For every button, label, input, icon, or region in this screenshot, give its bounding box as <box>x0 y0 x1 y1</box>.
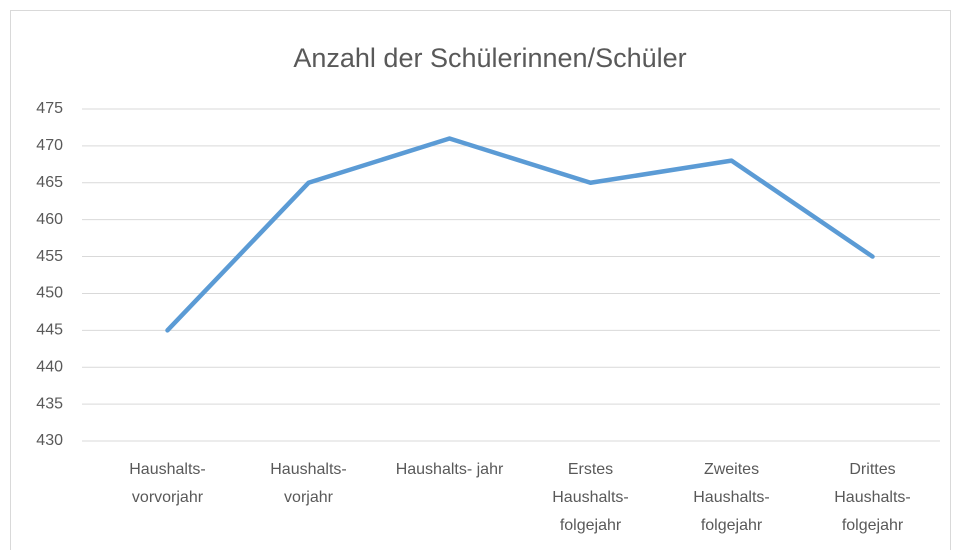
x-tick-label: Erstes Haushalts-folgejahr <box>552 461 628 534</box>
y-tick-label: 435 <box>36 395 63 412</box>
y-tick-label: 450 <box>36 285 63 302</box>
chart-frame <box>10 10 951 555</box>
y-tick-label: 455 <box>36 248 63 265</box>
y-tick-label: 475 <box>36 100 63 117</box>
y-tick-label: 440 <box>36 358 63 375</box>
x-tick-label: Haushalts-vorvorjahr <box>129 461 205 506</box>
y-tick-label: 445 <box>36 322 63 339</box>
x-tick-label: Zweites Haushalts-folgejahr <box>693 461 769 534</box>
y-tick-label: 470 <box>36 137 63 154</box>
x-tick-label: Haushalts- jahr <box>396 461 504 478</box>
y-tick-label: 430 <box>36 432 63 449</box>
x-tick-label: Drittes Haushalts-folgejahr <box>834 461 910 534</box>
chart-title: Anzahl der Schülerinnen/Schüler <box>293 43 686 73</box>
line-series <box>165 136 875 333</box>
y-tick-label: 460 <box>36 211 63 228</box>
y-tick-label: 465 <box>36 174 63 191</box>
x-tick-label: Haushalts-vorjahr <box>270 461 346 506</box>
